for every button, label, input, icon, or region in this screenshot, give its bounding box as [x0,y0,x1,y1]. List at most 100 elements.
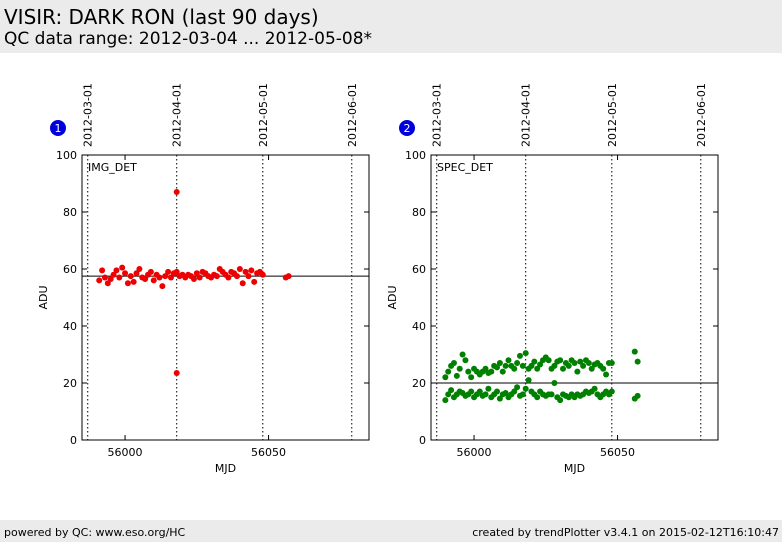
data-point [557,357,564,364]
data-point [122,270,129,277]
trend-plot-area: 2012-03-01 2012-04-01 2012-05-01 2012-06-01… [37,83,719,475]
data-point [99,267,106,274]
data-point [156,274,163,281]
page-subtitle: QC data range: 2012-03-04 ... 2012-05-08… [4,29,373,49]
date-marker-label: 2012-06-01 [346,83,359,147]
data-point [557,397,564,404]
data-point [516,352,523,359]
data-point [101,274,108,281]
data-point [522,350,529,357]
data-point [531,358,538,365]
data-point [165,268,172,275]
y-axis-label: ADU [386,285,399,309]
data-point [600,365,607,372]
data-point [468,388,475,395]
data-point [259,271,266,278]
data-point [193,270,200,277]
x-tick-label: 56000 [108,446,143,459]
date-marker-label: 2012-05-01 [257,83,270,147]
data-point [534,394,541,401]
data-point [608,360,615,367]
y-tick-label: 60 [63,263,77,276]
data-point [448,387,455,394]
data-point [147,268,154,275]
data-point [494,364,501,371]
y-axis-label: ADU [37,285,50,309]
x-tick-label: 56050 [251,446,286,459]
data-point [585,360,592,367]
data-point [236,266,243,272]
x-axis-label: MJD [564,462,585,475]
header-bar: VISIR: DARK RON (last 90 days) QC data r… [0,0,782,53]
data-point [242,268,249,275]
panel-number-label: 1 [55,122,62,135]
data-point [245,273,252,280]
y-tick-label: 0 [70,434,77,447]
data-point [167,274,174,281]
data-point [159,283,166,290]
data-point [113,267,120,274]
data-point [488,368,495,375]
data-point [127,273,134,280]
data-point [190,275,197,282]
data-point [239,280,246,287]
data-point [537,361,544,368]
data-point [525,377,532,384]
panel-label: IMG_DET [88,161,137,174]
y-tick-label: 20 [412,377,426,390]
data-point [603,371,610,378]
chart-panel-1: 2012-03-01 2012-04-01 2012-05-01 2012-06-01… [37,83,370,475]
data-point [110,271,117,278]
data-point [468,374,475,381]
data-point [494,388,501,395]
y-tick-label: 0 [419,434,426,447]
data-point [574,368,581,375]
data-point [450,360,457,367]
panel-number-badge [50,120,66,136]
chart-panel-2: 2012-03-01 2012-04-01 2012-05-01 2012-06-01… [386,83,719,475]
data-point [591,385,598,392]
data-point [502,362,509,369]
data-point [482,391,489,398]
data-point [511,365,518,372]
data-point [136,266,143,272]
data-point [107,275,114,282]
x-axis-label: MJD [215,462,236,475]
panel-number-badge [399,120,415,136]
x-tick-label: 56000 [457,446,492,459]
data-point [528,362,535,369]
data-point [116,274,123,281]
data-point [442,397,449,404]
data-point [631,348,638,355]
data-point [634,392,641,399]
x-tick-label: 56050 [600,446,635,459]
panel-label: SPEC_DET [437,161,493,174]
y-tick-label: 100 [405,149,426,162]
data-point [502,389,509,396]
y-tick-label: 40 [63,320,77,333]
data-point [519,362,526,369]
data-point [445,368,452,375]
data-point [588,365,595,372]
data-point [514,360,521,367]
data-point [465,368,472,375]
data-point [196,274,203,281]
footer-created-by: created by trendPlotter v3.4.1 on 2015-0… [472,526,779,539]
data-point [233,273,240,280]
data-point [173,370,180,377]
data-point [545,357,552,364]
date-marker-label: 2012-03-01 [82,83,95,147]
data-point [548,391,555,398]
date-marker-label: 2012-05-01 [606,83,619,147]
data-point [213,273,220,280]
data-point [519,391,526,398]
y-tick-label: 80 [63,206,77,219]
data-point [534,365,541,372]
y-tick-label: 80 [412,206,426,219]
data-point [445,391,452,398]
page-title: VISIR: DARK RON (last 90 days) [4,5,319,29]
data-point [456,365,463,372]
date-marker-label: 2012-06-01 [695,83,708,147]
data-point [173,189,180,196]
data-point [462,357,469,364]
